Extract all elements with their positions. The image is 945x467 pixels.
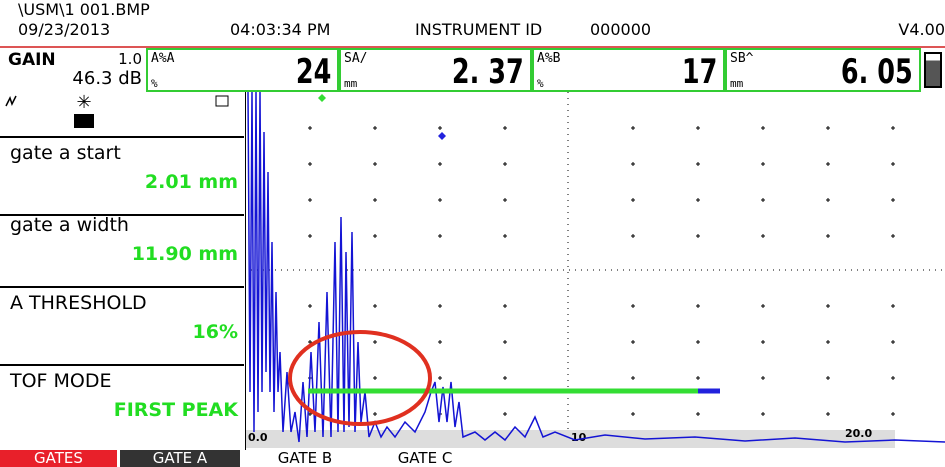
gate-a-marker — [318, 94, 326, 102]
gain-value: 46.3 dB — [72, 68, 142, 89]
readout-label: A%A — [151, 51, 175, 66]
readout-unit: % — [537, 77, 544, 90]
a-scan: 0.0 10 20.0 — [245, 92, 945, 450]
version: V4.00 — [898, 20, 945, 39]
readout-label: A%B — [537, 51, 561, 66]
f-icon — [74, 114, 94, 128]
divider — [0, 46, 945, 48]
menu-value: 2.01 mm — [144, 171, 238, 193]
highlight-circle — [288, 330, 432, 426]
tab[interactable]: GATE C — [397, 449, 453, 467]
scale-label: 10 — [571, 431, 587, 444]
menu-label: A THRESHOLD — [10, 292, 147, 314]
wave-icon — [5, 95, 17, 107]
battery-icon — [924, 52, 942, 88]
readout: A%B% 17 — [532, 48, 725, 92]
readout-unit: mm — [730, 77, 744, 90]
readout-value: 2. 37 — [452, 52, 524, 92]
readout-value: 24 — [295, 52, 331, 92]
menu-item[interactable]: TOF MODE FIRST PEAK — [0, 366, 244, 444]
grid — [245, 92, 945, 430]
time: 04:03:34 PM — [230, 20, 331, 39]
star-icon: ✳ — [76, 92, 91, 113]
menu-value: 11.90 mm — [131, 243, 238, 265]
gain-step: 1.0 — [118, 50, 142, 68]
tab[interactable]: GATE A — [120, 450, 240, 467]
scale-label: 20.0 — [845, 427, 872, 440]
date: 09/23/2013 — [18, 20, 111, 39]
menu-label: TOF MODE — [10, 370, 112, 392]
readout-value: 17 — [681, 52, 717, 92]
scale-label: 0.0 — [248, 431, 268, 444]
icons: ✳ — [5, 92, 229, 128]
file-name: \USM\1 001.BMP — [18, 0, 150, 19]
menu-value: 16% — [192, 321, 238, 343]
waveform — [247, 92, 945, 443]
readout-label: SA/ — [344, 51, 368, 66]
menu-label: gate a start — [10, 142, 121, 164]
gate-b-marker — [438, 132, 446, 140]
instrument-id-label: INSTRUMENT ID — [415, 20, 543, 39]
gain-label: GAIN — [8, 50, 56, 70]
tab[interactable]: GATES — [0, 450, 117, 467]
readout-unit: % — [151, 77, 158, 90]
menu-item[interactable]: gate a width 11.90 mm — [0, 210, 244, 288]
readout: SB^ mm 6. 05 — [725, 48, 921, 92]
instrument-id: 000000 — [590, 20, 652, 39]
menu-value: FIRST PEAK — [113, 399, 238, 421]
menu-item[interactable]: A THRESHOLD 16% — [0, 288, 244, 366]
tab[interactable]: GATE B — [277, 449, 333, 467]
readout-unit: mm — [344, 77, 358, 90]
readout-label: SB^ — [730, 51, 754, 66]
icon-row: ✳ — [0, 92, 244, 138]
scale-bar — [245, 430, 895, 448]
readout-value: 6. 05 — [841, 52, 913, 92]
gain-panel: GAIN 1.0 46.3 dB — [0, 48, 146, 92]
disk-icon — [215, 95, 229, 107]
menu-label: gate a width — [10, 214, 129, 236]
readout: A%A% 24 — [146, 48, 339, 92]
menu-item[interactable]: gate a start 2.01 mm — [0, 138, 244, 216]
readout: SA/mm 2. 37 — [339, 48, 532, 92]
